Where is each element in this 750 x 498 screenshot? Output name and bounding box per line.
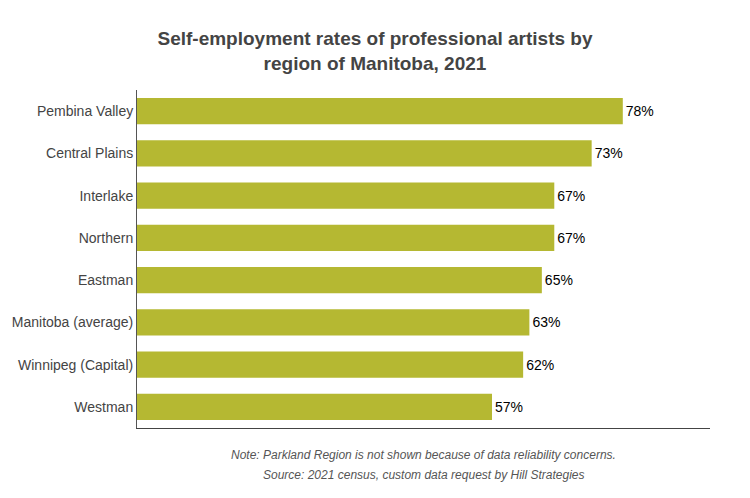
svg-text:Source: 2021 census, custom da: Source: 2021 census, custom data request… — [263, 468, 585, 482]
svg-text:67%: 67% — [557, 230, 585, 246]
svg-text:65%: 65% — [545, 272, 573, 288]
svg-text:Eastman: Eastman — [78, 272, 133, 288]
svg-text:Self-employment rates of profe: Self-employment rates of professional ar… — [157, 28, 592, 74]
svg-text:78%: 78% — [626, 103, 654, 119]
svg-text:Pembina Valley: Pembina Valley — [37, 103, 133, 119]
svg-text:Winnipeg (Capital): Winnipeg (Capital) — [18, 357, 133, 373]
svg-text:Interlake: Interlake — [79, 188, 133, 204]
svg-text:57%: 57% — [495, 399, 523, 415]
svg-text:Northern: Northern — [79, 230, 133, 246]
svg-text:62%: 62% — [526, 357, 554, 373]
svg-text:67%: 67% — [557, 188, 585, 204]
svg-text:Note: Parkland Region is not s: Note: Parkland Region is not shown becau… — [231, 448, 616, 462]
svg-text:Manitoba (average): Manitoba (average) — [12, 314, 133, 330]
svg-text:63%: 63% — [532, 314, 560, 330]
svg-text:Central Plains: Central Plains — [46, 145, 133, 161]
svg-text:Westman: Westman — [74, 399, 133, 415]
svg-text:73%: 73% — [595, 145, 623, 161]
